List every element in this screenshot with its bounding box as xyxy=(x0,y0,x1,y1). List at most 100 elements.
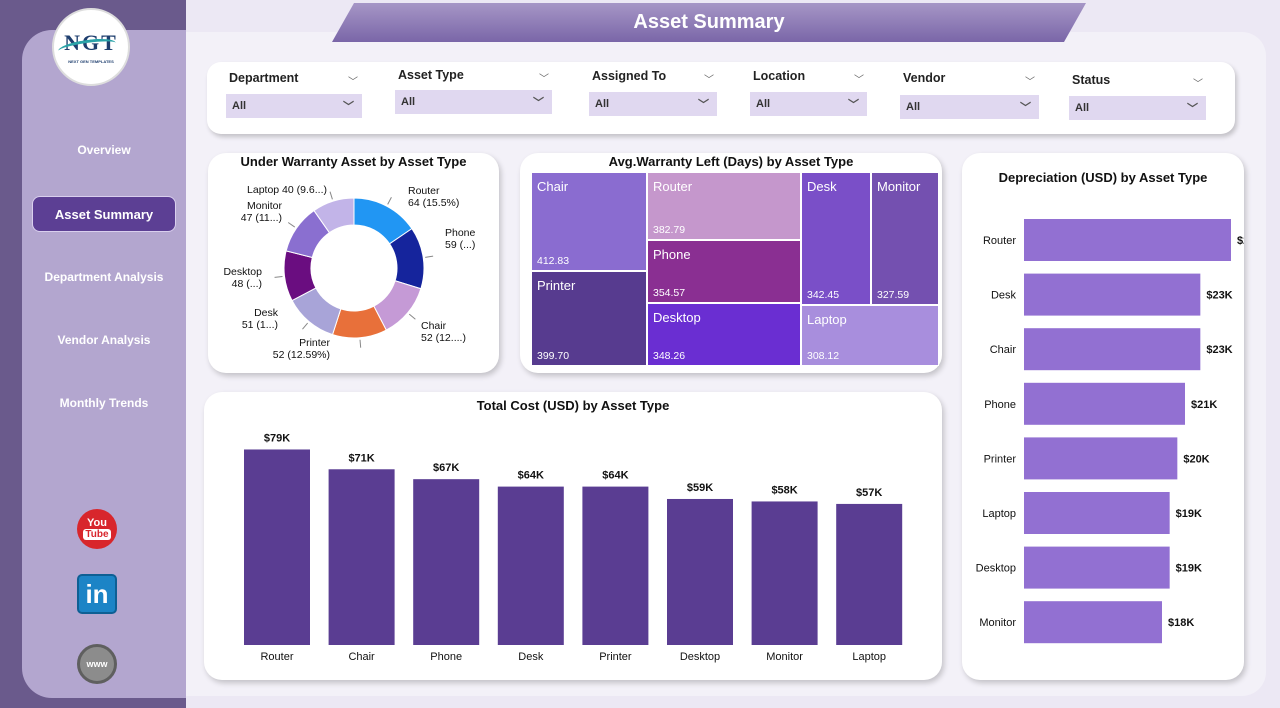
filter-asset-type-select[interactable]: All ﹀ xyxy=(395,90,552,114)
total-cost-value-laptop: $57K xyxy=(856,487,882,499)
treemap-cell-router: Router 382.79 xyxy=(647,172,801,240)
donut-chart xyxy=(274,191,434,348)
avg-warranty-title: Avg.Warranty Left (Days) by Asset Type xyxy=(608,154,854,169)
logo: NGT NEXT GEN TEMPLATES xyxy=(52,8,130,86)
total-cost-value-chair: $71K xyxy=(348,452,374,464)
depreciation-bar-monitor[interactable] xyxy=(1024,601,1162,644)
total-cost-bar-desktop[interactable] xyxy=(667,498,733,645)
total-cost-value-phone: $67K xyxy=(433,462,459,474)
depreciation-value-desktop: $19K xyxy=(1176,563,1202,575)
depreciation-title: Depreciation (USD) by Asset Type xyxy=(998,170,1208,185)
filter-vendor-label: Vendor xyxy=(903,71,946,85)
total-cost-bar-desk[interactable] xyxy=(497,486,564,645)
treemap-cell-phone: Phone 354.57 xyxy=(647,240,801,303)
depreciation-value-desk: $23K xyxy=(1206,290,1232,302)
depreciation-bar-chair[interactable] xyxy=(1024,328,1201,371)
filter-bar: Department ﹀ All ﹀ Asset Type ﹀ All ﹀ Assi… xyxy=(207,62,1235,134)
total-cost-bar-monitor[interactable] xyxy=(751,501,818,645)
donut-label-desk: Desk 51 (1...) xyxy=(241,307,278,331)
total-cost-bar-phone[interactable] xyxy=(413,479,480,645)
donut-leader-chair xyxy=(408,313,416,320)
treemap-cell-chair: Chair 412.83 xyxy=(531,172,647,271)
logo-text: NGT xyxy=(64,30,118,55)
filter-assigned-to-label: Assigned To xyxy=(592,69,667,83)
website-text: www xyxy=(86,659,108,669)
depreciation-bar-desktop[interactable] xyxy=(1024,546,1170,589)
depreciation-category-laptop: Laptop xyxy=(982,508,1016,520)
page-title: Asset Summary xyxy=(633,11,785,33)
depreciation-value-laptop: $19K xyxy=(1176,508,1202,520)
depreciation-value-chair: $23K xyxy=(1206,344,1232,356)
total-cost-bar-router[interactable] xyxy=(244,449,310,645)
filter-location-value: All xyxy=(756,98,771,110)
total-cost-bar-laptop[interactable] xyxy=(836,503,903,645)
nav-overview[interactable]: Overview xyxy=(77,143,131,157)
total-cost-category-desktop: Desktop xyxy=(680,651,720,663)
nav-vendor-analysis[interactable]: Vendor Analysis xyxy=(57,333,151,347)
depreciation-bar-laptop[interactable] xyxy=(1024,492,1170,534)
nav-monthly-trends[interactable]: Monthly Trends xyxy=(59,396,149,410)
donut-slice-laptop[interactable] xyxy=(313,197,355,234)
chevron-down-icon[interactable]: ﹀ xyxy=(1193,79,1203,90)
chevron-down-icon: ﹀ xyxy=(848,99,859,111)
filter-status: Status ﹀ All ﹀ xyxy=(1069,73,1206,123)
depreciation-category-router: Router xyxy=(983,235,1016,247)
donut-label-monitor: Monitor 47 (11...) xyxy=(240,200,282,224)
depreciation-bar-desk[interactable] xyxy=(1024,273,1201,316)
filter-department-label: Department xyxy=(229,71,299,85)
depreciation-category-phone: Phone xyxy=(984,399,1016,411)
total-cost-card: Total Cost (USD) by Asset Type $79K Route… xyxy=(204,392,942,680)
depreciation-bar-phone[interactable] xyxy=(1024,382,1185,425)
linkedin-icon[interactable]: in xyxy=(77,574,117,614)
donut-leader-desk xyxy=(302,322,309,330)
filter-location-select[interactable]: All ﹀ xyxy=(750,92,867,116)
website-globe-icon[interactable]: www xyxy=(77,644,117,684)
total-cost-bar-printer[interactable] xyxy=(582,486,649,645)
filter-status-select[interactable]: All ﹀ xyxy=(1069,96,1206,120)
depreciation-category-printer: Printer xyxy=(984,453,1017,465)
total-cost-value-printer: $64K xyxy=(602,470,628,482)
total-cost-category-desk: Desk xyxy=(518,651,544,663)
nav-department-analysis[interactable]: Department Analysis xyxy=(44,270,164,284)
depreciation-category-monitor: Monitor xyxy=(979,617,1016,629)
youtube-icon[interactable]: You Tube xyxy=(77,509,117,549)
total-cost-bar-chair[interactable] xyxy=(328,469,395,645)
chevron-down-icon[interactable]: ﹀ xyxy=(348,77,358,88)
filter-vendor: Vendor ﹀ All ﹀ xyxy=(900,71,1039,121)
treemap-cell-monitor: Monitor 327.59 xyxy=(871,172,939,305)
chevron-down-icon[interactable]: ﹀ xyxy=(704,75,714,86)
filter-department-select[interactable]: All ﹀ xyxy=(226,94,362,118)
depreciation-bar-router[interactable] xyxy=(1024,219,1231,261)
depreciation-category-desk: Desk xyxy=(991,290,1017,302)
page-title-banner: Asset Summary xyxy=(332,3,1086,42)
treemap-cell-desk: Desk 342.45 xyxy=(801,172,871,305)
chevron-down-icon: ﹀ xyxy=(533,97,544,109)
filter-vendor-value: All xyxy=(906,101,921,113)
total-cost-category-monitor: Monitor xyxy=(766,651,803,663)
under-warranty-card: Under Warranty Asset by Asset Type Route… xyxy=(208,153,499,373)
donut-leader-router xyxy=(387,197,392,205)
filter-department-value: All xyxy=(232,100,247,112)
chevron-down-icon[interactable]: ﹀ xyxy=(1025,77,1035,88)
total-cost-category-router: Router xyxy=(260,651,293,663)
chevron-down-icon[interactable]: ﹀ xyxy=(854,75,864,86)
total-cost-chart: $79K Router $71K Chair $67K Phone $64K Desk $64K… xyxy=(244,432,903,663)
filter-assigned-to: Assigned To ﹀ All ﹀ xyxy=(589,69,717,119)
filter-location-label: Location xyxy=(753,69,806,83)
filter-vendor-select[interactable]: All ﹀ xyxy=(900,95,1039,119)
depreciation-card: Depreciation (USD) by Asset Type Router $… xyxy=(962,153,1244,680)
donut-leader-printer xyxy=(359,339,362,348)
donut-label-phone: Phone 59 (...) xyxy=(445,227,476,251)
depreciation-value-phone: $21K xyxy=(1191,399,1217,411)
total-cost-value-monitor: $58K xyxy=(771,484,797,496)
total-cost-title: Total Cost (USD) by Asset Type xyxy=(476,398,670,413)
treemap-cell-laptop: Laptop 308.12 xyxy=(801,305,939,366)
chevron-down-icon[interactable]: ﹀ xyxy=(539,74,549,85)
depreciation-bar-printer[interactable] xyxy=(1024,437,1178,480)
nav-asset-summary[interactable]: Asset Summary xyxy=(32,196,176,232)
filter-assigned-to-select[interactable]: All ﹀ xyxy=(589,92,717,116)
donut-leader-monitor xyxy=(287,222,296,228)
filter-assigned-to-value: All xyxy=(595,98,610,110)
youtube-you: You xyxy=(87,517,107,529)
chevron-down-icon: ﹀ xyxy=(1187,103,1198,115)
